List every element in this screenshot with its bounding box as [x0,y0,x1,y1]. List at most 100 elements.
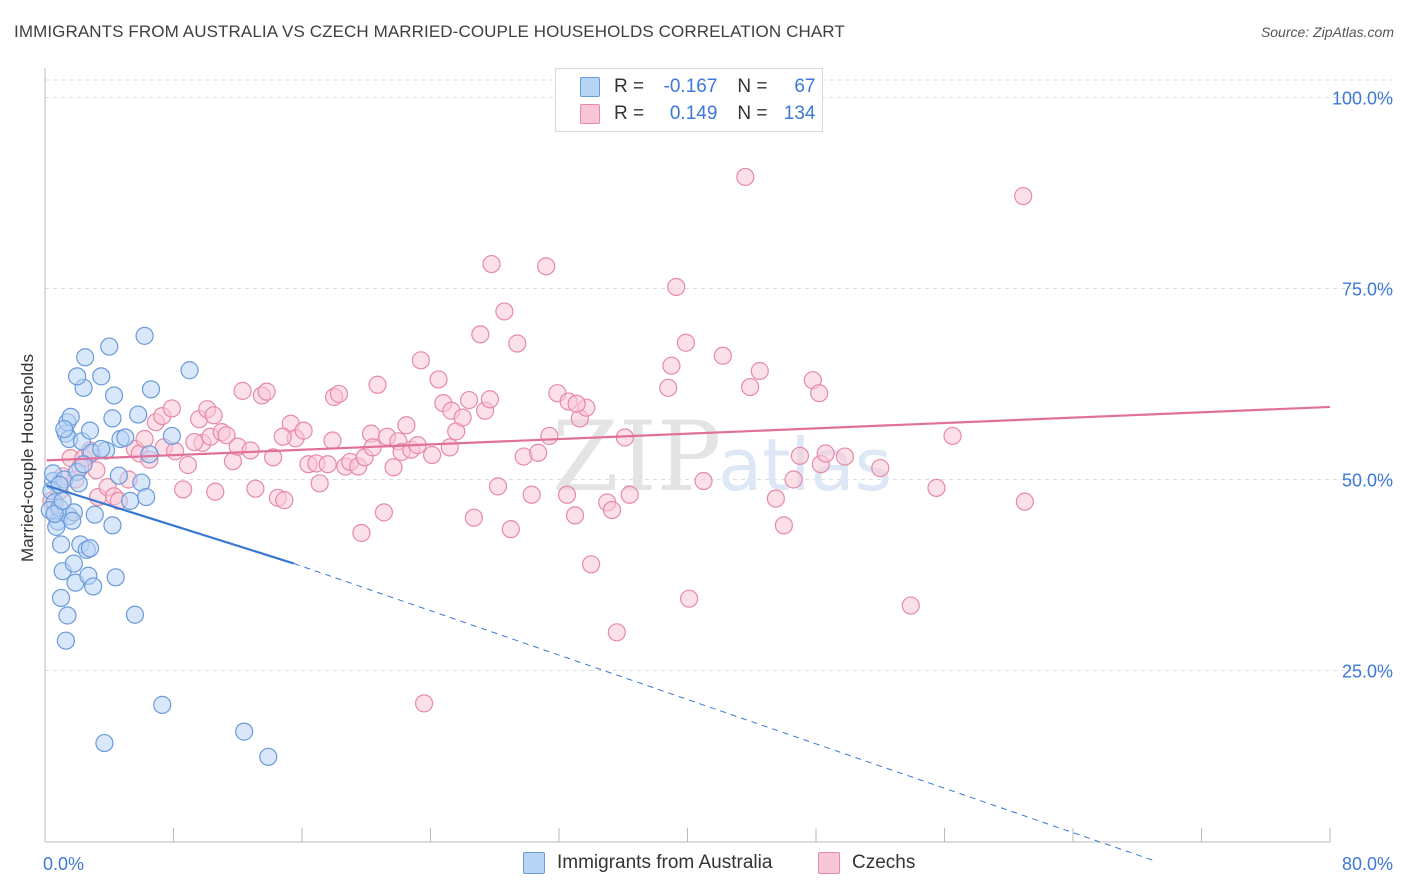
y-tick-label: 100.0% [1332,89,1393,109]
point-czechs [567,394,586,413]
point-australia [125,605,145,624]
point-czechs [766,489,785,508]
point-czechs [368,375,387,394]
point-czechs [784,470,803,489]
point-australia [140,445,159,464]
point-czechs [774,516,793,535]
point-australia [235,722,254,741]
point-czechs [217,426,236,445]
legend-swatch-blue [580,77,600,97]
y-tick-label: 75.0% [1342,280,1393,300]
point-czechs [440,438,459,457]
legend-item-label: Immigrants from Australia [557,852,773,873]
legend-n-label: N = [737,103,768,124]
point-australia [53,491,72,510]
point-czechs [204,406,223,425]
point-czechs [495,302,514,321]
point-czechs [582,555,601,574]
gridlines [45,79,1392,671]
point-czechs [871,458,890,478]
point-czechs [384,458,403,477]
point-czechs [464,508,483,527]
point-czechs [667,277,686,297]
point-australia [106,568,125,587]
x-tick-label: 80.0% [1342,854,1393,874]
point-australia [55,419,74,439]
point-australia [92,439,111,459]
point-australia [68,367,87,386]
legend-swatch-pink [818,852,840,874]
point-czechs [1015,492,1034,511]
point-czechs [680,589,699,608]
point-australia [51,588,71,608]
point-australia [45,504,64,523]
legend-swatch-pink [580,104,600,124]
point-czechs [816,444,835,463]
trend-lines [46,405,1331,862]
point-australia [58,606,77,625]
trend-line-czechs [46,405,1331,462]
point-czechs [329,384,349,404]
point-czechs [522,485,541,504]
point-australia [56,631,75,650]
point-czechs [166,442,185,461]
point-australia [162,426,181,446]
point-czechs [397,416,416,435]
y-tick-label: 25.0% [1342,662,1393,682]
legend-row-czechs: R = 0.149 N = 134 [580,102,816,126]
point-czechs [620,485,639,504]
point-australia [63,511,82,530]
point-australia [180,361,199,380]
point-australia [103,409,122,428]
point-czechs [901,596,920,615]
point-czechs [482,254,501,274]
point-czechs [659,378,678,397]
point-czechs [741,377,760,397]
point-czechs [1014,186,1033,206]
point-czechs [423,445,442,465]
stats-legend: R = -0.167 N = 67 R = 0.149 N = 134 [555,68,823,132]
series-australia [40,326,278,766]
source-label: Source: ZipAtlas.com [1260,24,1394,40]
legend-item-label: Czechs [852,852,916,873]
point-australia [64,554,84,573]
point-czechs [233,381,252,400]
point-czechs [429,370,448,389]
point-czechs [790,446,810,465]
legend-n-label: N = [737,76,768,97]
point-czechs [662,356,681,375]
axes [44,68,1331,843]
legend-r-value: -0.167 [663,76,718,97]
trend-extension-australia [293,563,1157,862]
point-australia [104,386,124,405]
point-czechs [676,333,695,352]
point-czechs [480,390,500,409]
point-czechs [263,448,283,467]
point-czechs [927,478,946,498]
point-czechs [810,384,829,403]
point-czechs [257,382,276,401]
point-czechs [694,471,713,491]
point-czechs [206,482,225,501]
point-czechs [557,485,577,504]
point-czechs [246,479,265,498]
point-czechs [185,432,204,452]
point-czechs [529,443,548,462]
point-australia [69,474,88,493]
legend-item-czechs[interactable]: Czechs [818,852,915,874]
point-czechs [174,480,193,499]
legend-n-value: 67 [794,76,816,97]
x-tick-label: 0.0% [43,854,84,874]
y-tick-label: 50.0% [1342,471,1393,491]
point-czechs [323,431,342,450]
point-australia [51,535,71,554]
point-czechs [241,441,260,460]
legend-item-australia[interactable]: Immigrants from Australia [523,852,772,874]
point-czechs [294,421,313,440]
watermark-atlas: atlas [718,423,892,507]
point-czechs [602,500,622,520]
point-australia [259,747,278,766]
legend-r-label: R = [614,103,645,124]
point-czechs [411,351,430,370]
